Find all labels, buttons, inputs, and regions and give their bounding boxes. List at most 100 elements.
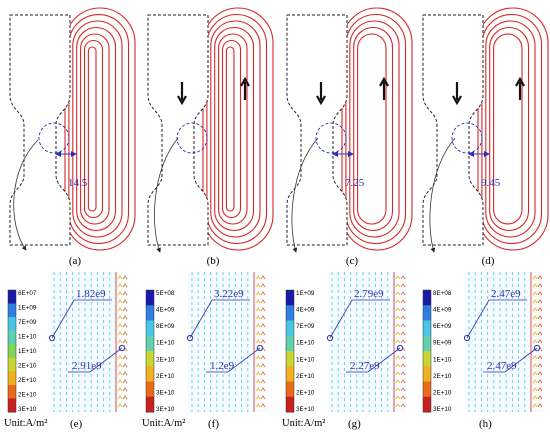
colorbar-segment <box>146 335 154 352</box>
colorbar-segment <box>423 335 431 352</box>
panel-b: (b) <box>147 7 274 267</box>
colorbar-frame <box>145 289 155 413</box>
colorbar-segment <box>286 396 294 413</box>
colorbar-tick: 3E+10 <box>156 406 175 413</box>
coil-current-mark <box>117 275 123 280</box>
colorbar-tick: 2E+10 <box>18 392 37 399</box>
colorbar-tick: 2E+10 <box>296 389 315 396</box>
bottom-value-label: 2.91e9 <box>72 360 102 372</box>
colorbar-tick: 2E+10 <box>296 373 315 380</box>
coil-current-mark <box>255 387 261 392</box>
coil-current-mark <box>260 387 266 392</box>
colorbar-tick: 1E+10 <box>18 348 37 355</box>
colorbar-segment <box>286 335 294 352</box>
coil-current-mark <box>255 331 261 336</box>
coil-current-mark <box>537 363 543 368</box>
coil-turn <box>349 20 400 238</box>
leader-line <box>466 299 527 339</box>
coil-current-mark <box>260 403 266 408</box>
coil-turn <box>87 46 97 212</box>
coil-current-mark <box>122 283 128 288</box>
coil-current-mark <box>122 275 128 280</box>
colorbar-tick: 1E+10 <box>296 356 315 363</box>
coil-turn <box>485 20 536 238</box>
coil-current-mark <box>260 379 266 384</box>
top-panels: 14.5 (a) (b) 7.25 (c) 9.45 (d) <box>9 7 549 267</box>
panel-label: (h) <box>479 418 492 430</box>
panel-label: (f) <box>208 418 219 430</box>
coil-current-mark <box>400 283 406 288</box>
connector-a <box>13 139 39 251</box>
coil-current-mark <box>260 395 266 400</box>
coil-current-mark <box>532 395 538 400</box>
coil-current-mark <box>260 371 266 376</box>
coil-current-mark <box>532 299 538 304</box>
colorbar-tick: 1E+10 <box>296 340 315 347</box>
coil-turn <box>477 7 549 251</box>
coil-turn <box>76 27 117 231</box>
coil-current-mark <box>395 275 401 280</box>
coil-current-mark <box>537 371 543 376</box>
arrow-down-icon <box>177 82 187 106</box>
colorbar-segment <box>423 366 431 382</box>
panel-label: (c) <box>346 255 359 267</box>
coil-current-mark <box>395 355 401 360</box>
coil-current-mark <box>260 275 266 280</box>
coil-current-mark <box>260 291 266 296</box>
colorbar-tick: 2E+10 <box>18 377 37 384</box>
field-region <box>50 272 128 412</box>
top-value-label: 2.47e9 <box>491 288 521 300</box>
coil-current-mark <box>395 331 401 336</box>
coil-current-mark <box>537 299 543 304</box>
coil-current-mark <box>255 291 261 296</box>
coil-turn <box>493 33 523 225</box>
coil-current-mark <box>400 339 406 344</box>
unit-label: Unit:A/m² <box>282 418 325 429</box>
colorbar-tick: 7E+09 <box>18 319 37 326</box>
coil-turn <box>341 7 413 251</box>
coil-current-mark <box>255 355 261 360</box>
coil-current-mark <box>400 371 406 376</box>
coil-current-mark <box>400 403 406 408</box>
coil-current-mark <box>537 379 543 384</box>
coil-current-mark <box>532 331 538 336</box>
top-value-label: 1.82e9 <box>76 288 106 300</box>
colorbar-tick: 2E+10 <box>18 363 37 370</box>
coil-current-mark <box>532 315 538 320</box>
colorbar-tick: 1E+10 <box>18 334 37 341</box>
colorbar-tick: 6E+07 <box>18 290 37 297</box>
specimen-outline <box>9 14 71 246</box>
colorbar-segment <box>423 351 431 367</box>
coil-current-mark <box>532 307 538 312</box>
zoom-panel-h: 8E+08 4E+09 6E+09 9E+09 1E+10 2E+10 2E+10 3E+10… <box>422 272 543 430</box>
coil-current-mark <box>537 403 543 408</box>
zoom-region-circle <box>451 122 483 154</box>
zoom-panel-g: 1E+09 4E+09 7E+09 1E+10 1E+10 2E+10 2E+10 3E+10… <box>282 272 406 430</box>
panel-d: 9.45 (d) <box>422 7 549 267</box>
coil-current-mark <box>122 363 128 368</box>
coil-current-mark <box>255 379 261 384</box>
coil-current-mark <box>532 355 538 360</box>
coil-current-mark <box>260 323 266 328</box>
coil-current-mark <box>532 339 538 344</box>
coil-current-mark <box>395 283 401 288</box>
coil-turn <box>481 14 543 244</box>
coil-current-mark <box>537 283 543 288</box>
leader-line <box>68 347 123 373</box>
colorbar-segment <box>146 290 154 306</box>
coil-current-mark <box>117 387 123 392</box>
colorbar-segment <box>423 320 431 337</box>
colorbar-tick: 3E+10 <box>156 389 175 396</box>
coil-current-mark <box>532 403 538 408</box>
coil-current-mark <box>255 395 261 400</box>
coil-turn <box>225 46 235 212</box>
colorbar-frame <box>7 289 17 413</box>
coil-current-mark <box>255 299 261 304</box>
coil-current-mark <box>117 395 123 400</box>
dimension-label: 14.5 <box>68 177 88 189</box>
coil-turn <box>489 27 530 231</box>
panel-label: (g) <box>348 418 361 430</box>
coil-current-mark <box>395 291 401 296</box>
coil-turn <box>353 27 394 231</box>
coil-current-mark <box>400 331 406 336</box>
